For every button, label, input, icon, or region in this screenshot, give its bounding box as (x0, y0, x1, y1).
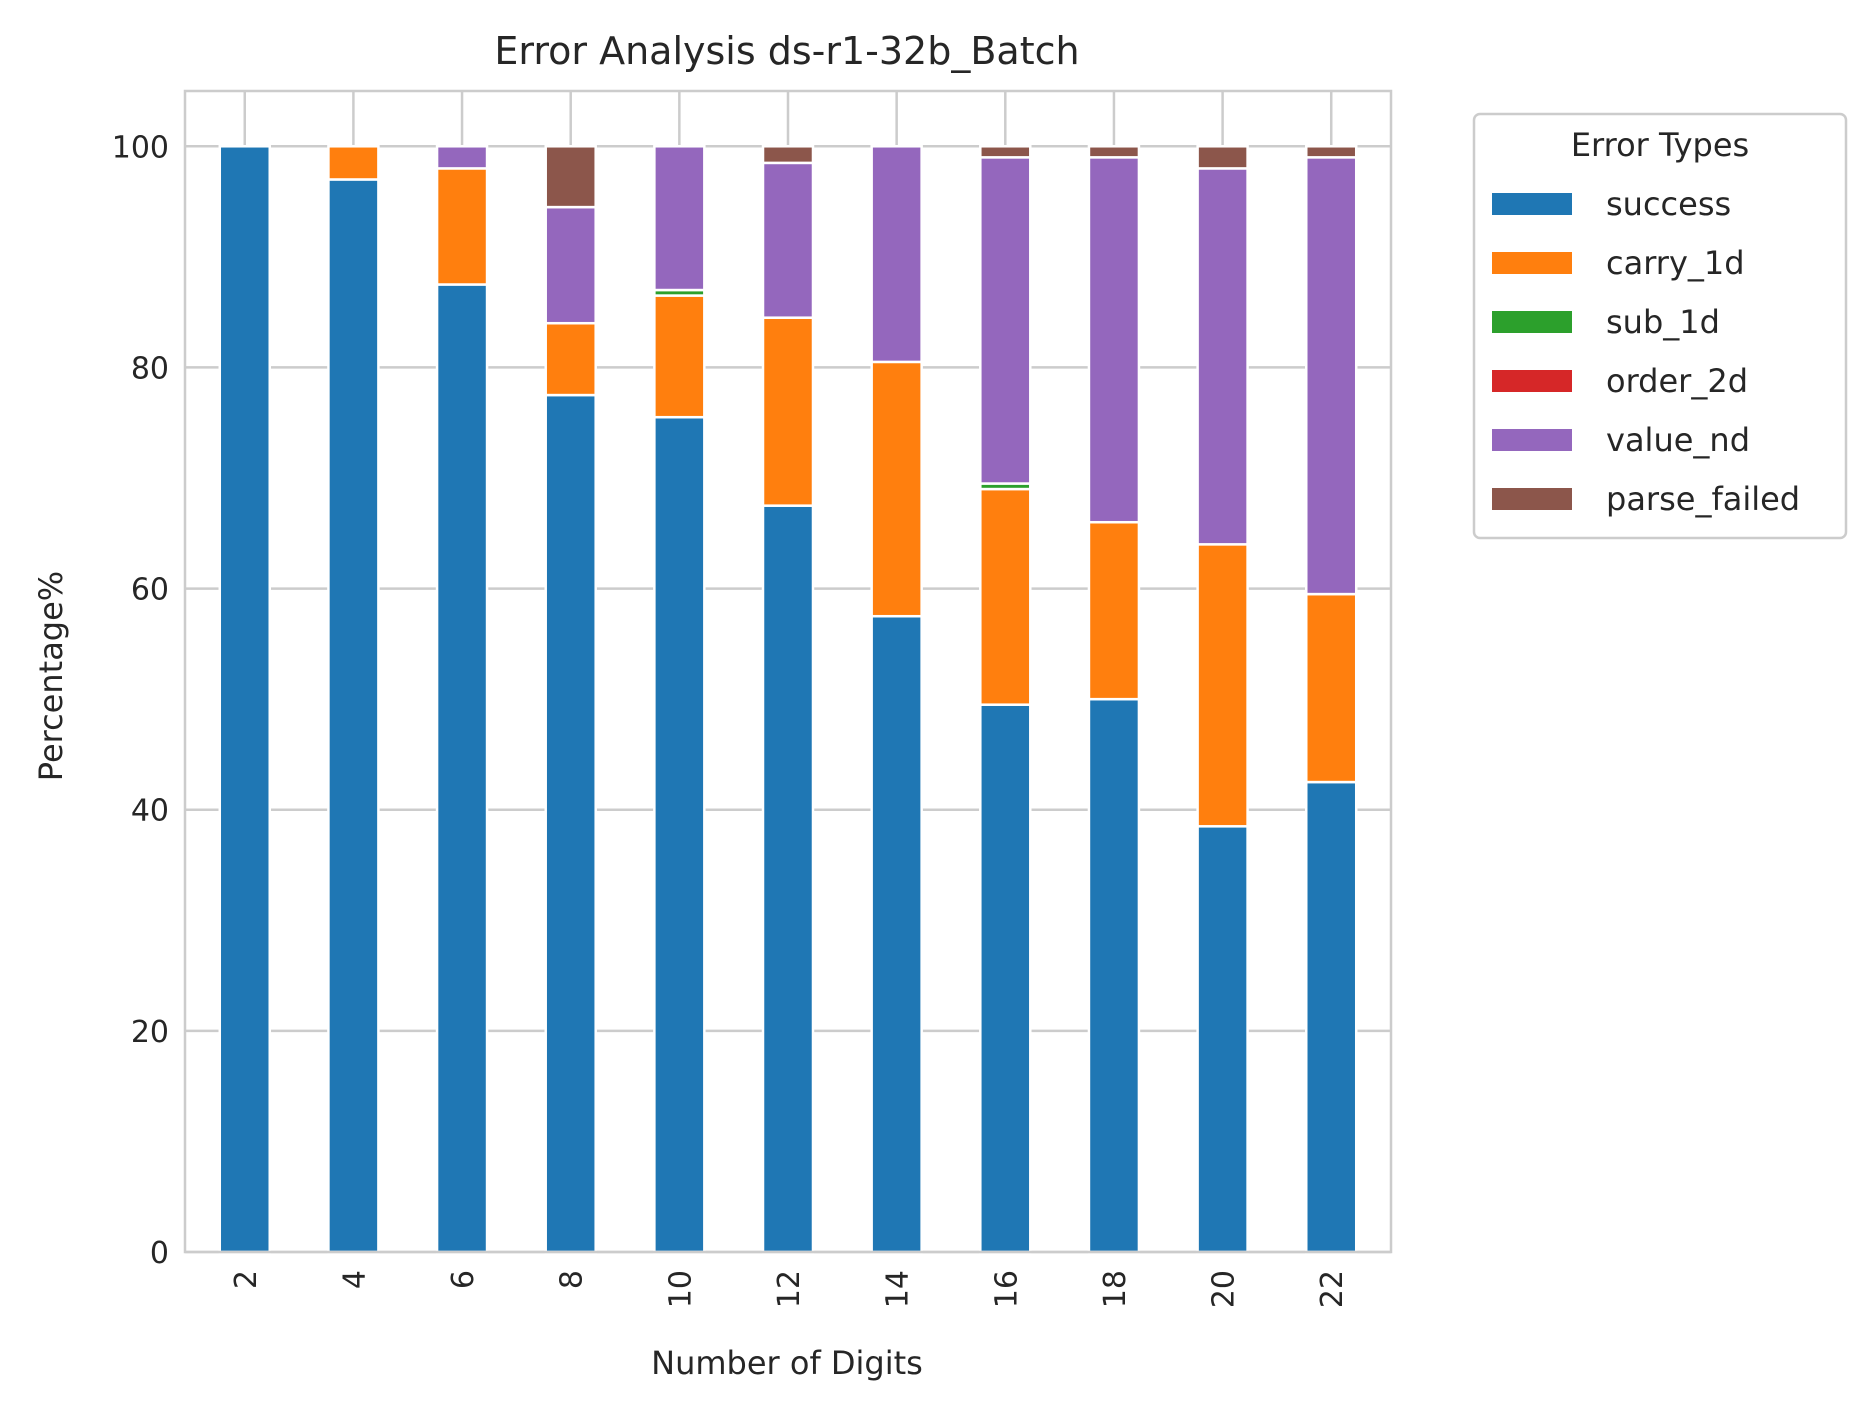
legend-label-success: success (1606, 185, 1731, 223)
bar-segment-parse_failed (1087, 145, 1141, 159)
legend-swatch-success (1492, 193, 1572, 215)
bar-segment-carry_1d (1196, 543, 1249, 828)
y-tick-label: 0 (150, 1236, 169, 1271)
x-tick-label: 4 (337, 1270, 372, 1289)
x-tick-label: 8 (555, 1270, 590, 1289)
legend-title: Error Types (1571, 126, 1749, 164)
bars (218, 145, 1358, 1254)
legend-swatch-sub_1d (1492, 311, 1572, 333)
bar-segment-carry_1d (544, 321, 597, 397)
bar-segment-value_nd (1196, 167, 1249, 546)
bar-segment-success (1196, 825, 1249, 1254)
legend-label-carry_1d: carry_1d (1606, 244, 1745, 282)
bar-segment-value_nd (544, 205, 597, 325)
y-tick-label: 80 (131, 351, 169, 386)
bar-segment-value_nd (1087, 156, 1141, 524)
bar-segment-success (979, 703, 1032, 1254)
bar-segment-parse_failed (761, 145, 815, 165)
bar-segment-success (544, 393, 597, 1254)
bar-segment-value_nd (979, 156, 1032, 485)
legend-swatch-order_2d (1492, 370, 1572, 392)
legend-label-parse_failed: parse_failed (1606, 480, 1800, 518)
bar-segment-parse_failed (1305, 145, 1358, 159)
x-axis-label: Number of Digits (651, 1344, 923, 1382)
y-tick-label: 40 (131, 794, 169, 829)
y-axis-ticks: 0 20 40 60 80 100 (112, 130, 169, 1271)
x-tick-label: 12 (772, 1270, 807, 1308)
y-tick-label: 20 (131, 1015, 169, 1050)
bar-segment-value_nd (761, 161, 815, 319)
bar-segment-success (1305, 780, 1358, 1254)
bar-segment-success (435, 283, 489, 1254)
x-tick-label: 10 (663, 1270, 698, 1308)
x-tick-label: 14 (881, 1270, 916, 1308)
legend-label-value_nd: value_nd (1606, 421, 1750, 459)
x-tick-label: 22 (1315, 1270, 1350, 1308)
bar-segment-parse_failed (979, 145, 1032, 159)
y-axis-label: Percentage% (32, 571, 70, 781)
bar-segment-value_nd (1305, 156, 1358, 596)
x-tick-label: 20 (1207, 1270, 1242, 1308)
legend-label-order_2d: order_2d (1606, 362, 1748, 400)
bar-segment-value_nd (870, 145, 923, 364)
bar-segment-carry_1d (327, 145, 380, 181)
bar-segment-carry_1d (761, 316, 815, 507)
x-tick-label: 6 (446, 1270, 481, 1289)
bar-segment-carry_1d (653, 294, 706, 419)
bar-segment-value_nd (435, 145, 489, 170)
bar-segment-parse_failed (1196, 145, 1249, 170)
legend-swatch-value_nd (1492, 429, 1572, 451)
y-tick-label: 60 (131, 573, 169, 608)
x-axis-ticks: 2 4 6 8 10 12 14 16 18 20 22 (229, 1270, 1350, 1308)
bar-segment-success (870, 614, 923, 1254)
bar-segment-parse_failed (544, 145, 597, 209)
x-tick-label: 2 (229, 1270, 264, 1289)
legend: Error Types success carry_1d sub_1d order_2… (1472, 112, 1848, 540)
bar-segment-carry_1d (435, 167, 489, 286)
bar-segment-success (761, 504, 815, 1254)
bar-segment-carry_1d (1087, 520, 1141, 701)
legend-swatch-carry_1d (1492, 252, 1572, 274)
x-tick-label: 16 (989, 1270, 1024, 1308)
bar-segment-carry_1d (870, 360, 923, 618)
bar-segment-success (1087, 697, 1141, 1254)
chart-title: Error Analysis ds-r1-32b_Batch (494, 29, 1079, 73)
legend-swatch-parse_failed (1492, 488, 1572, 510)
bar-segment-success (218, 145, 271, 1254)
plot-frame (183, 89, 1393, 1254)
bar-segment-success (327, 178, 380, 1254)
bar-segment-value_nd (653, 145, 706, 292)
bar-segment-carry_1d (1305, 592, 1358, 784)
bar-segment-success (653, 415, 706, 1254)
y-tick-label: 100 (112, 130, 169, 165)
bar-segment-carry_1d (979, 487, 1032, 706)
x-tick-label: 18 (1098, 1270, 1133, 1308)
legend-label-sub_1d: sub_1d (1606, 303, 1720, 341)
